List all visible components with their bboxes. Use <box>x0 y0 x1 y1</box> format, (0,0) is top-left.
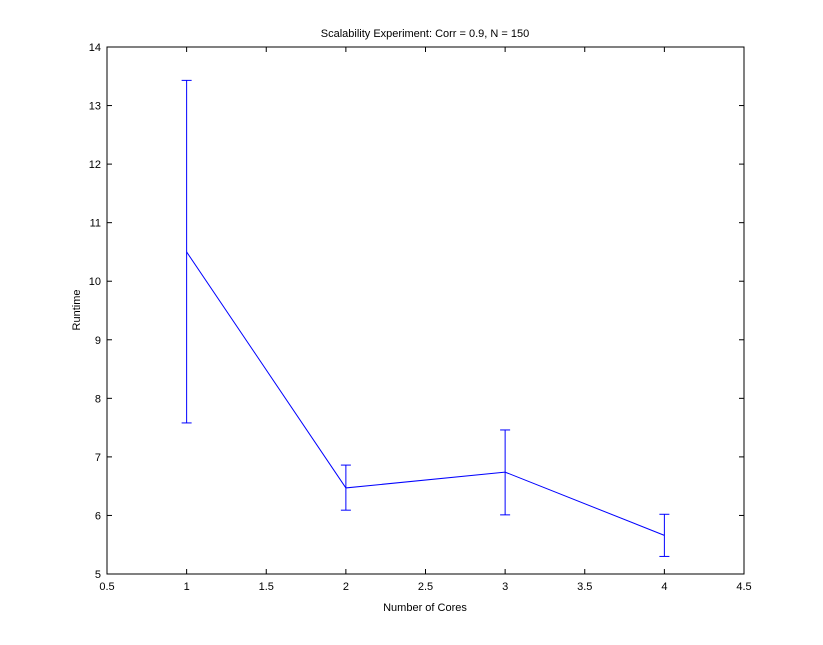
y-tick-label: 10 <box>89 276 101 288</box>
series-line <box>186 251 665 536</box>
x-tick-label: 2 <box>343 581 349 593</box>
error-bar <box>181 79 192 424</box>
y-tick-label: 8 <box>95 393 101 405</box>
x-tick-label: 1.5 <box>259 581 274 593</box>
x-tick-label: 4 <box>661 581 667 593</box>
x-tick-label: 3.5 <box>577 581 592 593</box>
chart-title: Scalability Experiment: Corr = 0.9, N = … <box>321 28 529 40</box>
y-tick-label: 5 <box>95 569 101 581</box>
y-tick-label: 7 <box>95 452 101 464</box>
x-axis-label: Number of Cores <box>383 602 467 614</box>
y-tick-label: 14 <box>89 42 101 54</box>
error-bar <box>500 429 511 516</box>
error-bar <box>659 513 670 557</box>
x-axis-ticks: 0.5 1 1.5 2 2.5 3 3.5 4 4.5 <box>99 47 752 593</box>
y-tick-label: 9 <box>95 335 101 347</box>
x-tick-label: 2.5 <box>418 581 433 593</box>
y-tick-label: 13 <box>89 101 101 113</box>
series-layer <box>181 79 670 557</box>
y-axis-label: Runtime <box>71 290 83 331</box>
error-bar <box>340 464 351 511</box>
y-tick-label: 11 <box>90 218 101 230</box>
x-tick-label: 0.5 <box>99 581 114 593</box>
x-tick-label: 4.5 <box>736 581 751 593</box>
y-tick-label: 6 <box>95 510 101 522</box>
x-tick-label: 3 <box>502 581 508 593</box>
y-tick-label: 12 <box>89 159 101 171</box>
x-tick-label: 1 <box>184 581 190 593</box>
y-axis-ticks: 5 6 7 8 9 10 11 12 13 14 <box>89 42 744 581</box>
